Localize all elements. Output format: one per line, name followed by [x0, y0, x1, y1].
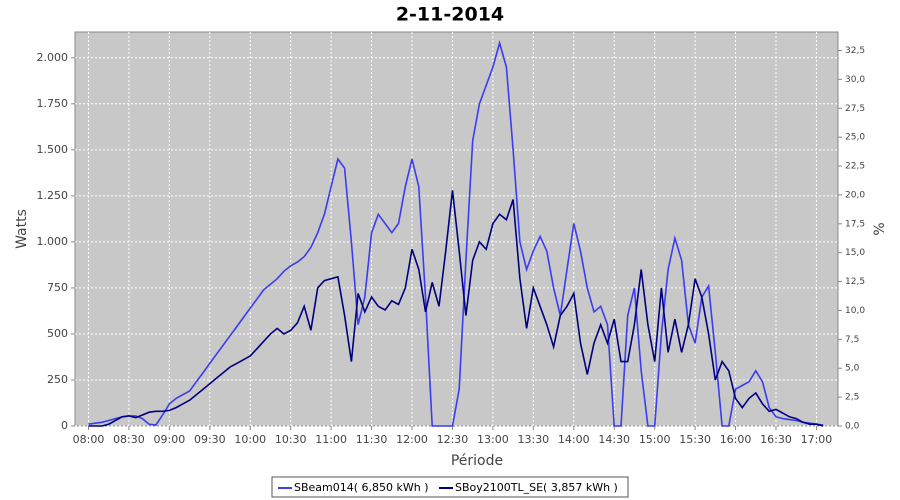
x-tick-label: 14:30 [598, 433, 630, 446]
x-tick-label: 08:00 [73, 433, 105, 446]
x-tick-label: 12:00 [396, 433, 428, 446]
chart-title: 2-11-2014 [396, 4, 504, 26]
y2-tick-label: 25,0 [845, 133, 865, 143]
x-tick-label: 15:30 [679, 433, 711, 446]
y-tick-label: 500 [47, 327, 68, 340]
y2-tick-label: 0,0 [845, 422, 860, 432]
x-tick-label: 14:00 [558, 433, 590, 446]
x-tick-label: 13:00 [477, 433, 509, 446]
y2-tick-label: 32,5 [845, 46, 865, 56]
y2-tick-label: 15,0 [845, 248, 865, 258]
y2-tick-label: 5,0 [845, 364, 860, 374]
y-tick-label: 1.500 [37, 143, 69, 156]
x-axis-label: Période [451, 453, 503, 469]
x-tick-label: 11:30 [356, 433, 388, 446]
y2-tick-label: 22,5 [845, 162, 865, 172]
y-tick-label: 1.250 [37, 189, 69, 202]
x-tick-label: 11:00 [315, 433, 347, 446]
x-tick-label: 16:30 [760, 433, 792, 446]
y-tick-label: 0 [61, 419, 68, 432]
x-tick-label: 12:30 [437, 433, 469, 446]
y-tick-label: 250 [47, 373, 68, 386]
x-tick-label: 10:30 [275, 433, 307, 446]
y-tick-label: 2.000 [37, 51, 69, 64]
x-tick-label: 15:00 [639, 433, 671, 446]
legend-label: SBoy2100TL_SE( 3,857 kWh ) [455, 481, 618, 494]
x-tick-label: 10:00 [234, 433, 266, 446]
y-tick-label: 1.750 [37, 97, 69, 110]
x-tick-label: 09:00 [154, 433, 186, 446]
y-tick-label: 1.000 [37, 235, 69, 248]
y-tick-label: 750 [47, 281, 68, 294]
y2-tick-label: 30,0 [845, 75, 865, 85]
y2-tick-label: 12,5 [845, 277, 865, 287]
x-tick-label: 13:30 [517, 433, 549, 446]
y-axis-label: Watts [14, 209, 30, 249]
series-line [88, 190, 824, 427]
x-tick-label: 09:30 [194, 433, 226, 446]
y2-tick-label: 10,0 [845, 306, 865, 316]
y2-tick-label: 2,5 [845, 393, 859, 403]
y2-axis-label: % [872, 222, 888, 235]
x-tick-label: 08:30 [113, 433, 145, 446]
y2-tick-label: 17,5 [845, 219, 865, 229]
series-line [88, 40, 824, 427]
y2-tick-label: 7,5 [845, 335, 859, 345]
y2-tick-label: 20,0 [845, 190, 865, 200]
x-tick-label: 16:00 [720, 433, 752, 446]
x-tick-label: 17:00 [801, 433, 833, 446]
y2-tick-label: 27,5 [845, 104, 865, 114]
legend-label: SBeam014( 6,850 kWh ) [294, 481, 429, 494]
